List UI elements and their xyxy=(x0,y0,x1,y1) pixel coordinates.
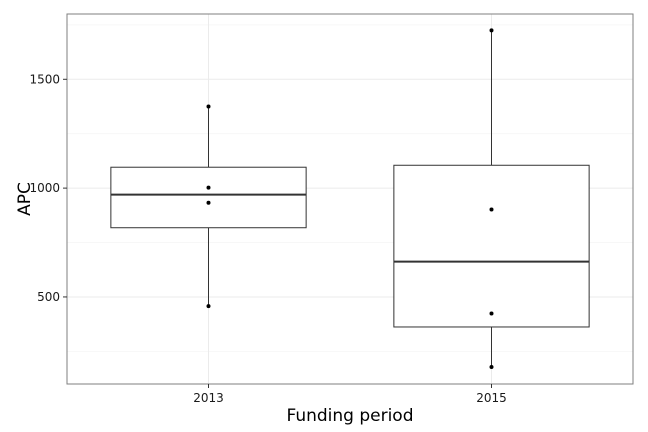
x-axis-title: Funding period xyxy=(286,406,413,426)
box-2013 xyxy=(110,104,307,309)
x-tick-label: 2013 xyxy=(193,391,224,405)
data-point xyxy=(489,365,494,370)
data-point xyxy=(489,28,494,33)
boxes-layer xyxy=(110,28,590,370)
y-axis-ticks: 500 1000 1500 xyxy=(29,72,67,304)
y-tick-label: 1000 xyxy=(29,181,60,195)
iqr-box xyxy=(110,166,307,229)
box-2015 xyxy=(393,28,590,370)
data-point xyxy=(206,200,211,205)
data-point xyxy=(206,104,211,109)
data-point xyxy=(489,207,494,212)
plot-panel-border xyxy=(66,13,634,385)
y-tick-label: 500 xyxy=(37,290,60,304)
y-tick-label: 1500 xyxy=(29,72,60,86)
data-point xyxy=(206,185,211,190)
y-axis-title: APC xyxy=(15,182,35,216)
x-tick-label: 2015 xyxy=(476,391,507,405)
data-point xyxy=(206,304,211,309)
x-axis-ticks: 2013 2015 xyxy=(193,384,507,405)
iqr-box xyxy=(393,164,590,328)
data-point xyxy=(489,311,494,316)
